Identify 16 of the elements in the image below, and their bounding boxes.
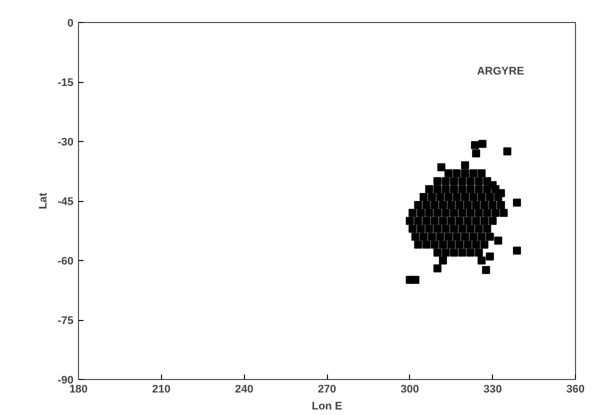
x-axis-title: Lon E bbox=[312, 400, 342, 412]
y-tick-label: -15 bbox=[58, 77, 74, 89]
x-tick-label: 300 bbox=[400, 384, 420, 396]
annotation: ARGYRE bbox=[476, 66, 524, 78]
y-tick-label: -75 bbox=[58, 315, 74, 327]
y-tick-label: -45 bbox=[58, 196, 74, 208]
x-tick-label: 270 bbox=[318, 384, 336, 396]
y-axis-title: Lat bbox=[38, 192, 50, 210]
y-tick-label: -60 bbox=[58, 256, 74, 268]
y-tick-label: 0 bbox=[67, 18, 74, 30]
x-tick-label: 210 bbox=[152, 384, 171, 396]
y-tick-label: -30 bbox=[58, 136, 74, 148]
x-tick-label: 360 bbox=[566, 384, 585, 396]
x-tick-label: 240 bbox=[234, 384, 254, 396]
x-tick-label: 330 bbox=[483, 384, 502, 396]
x-tick-label: 180 bbox=[69, 384, 88, 396]
